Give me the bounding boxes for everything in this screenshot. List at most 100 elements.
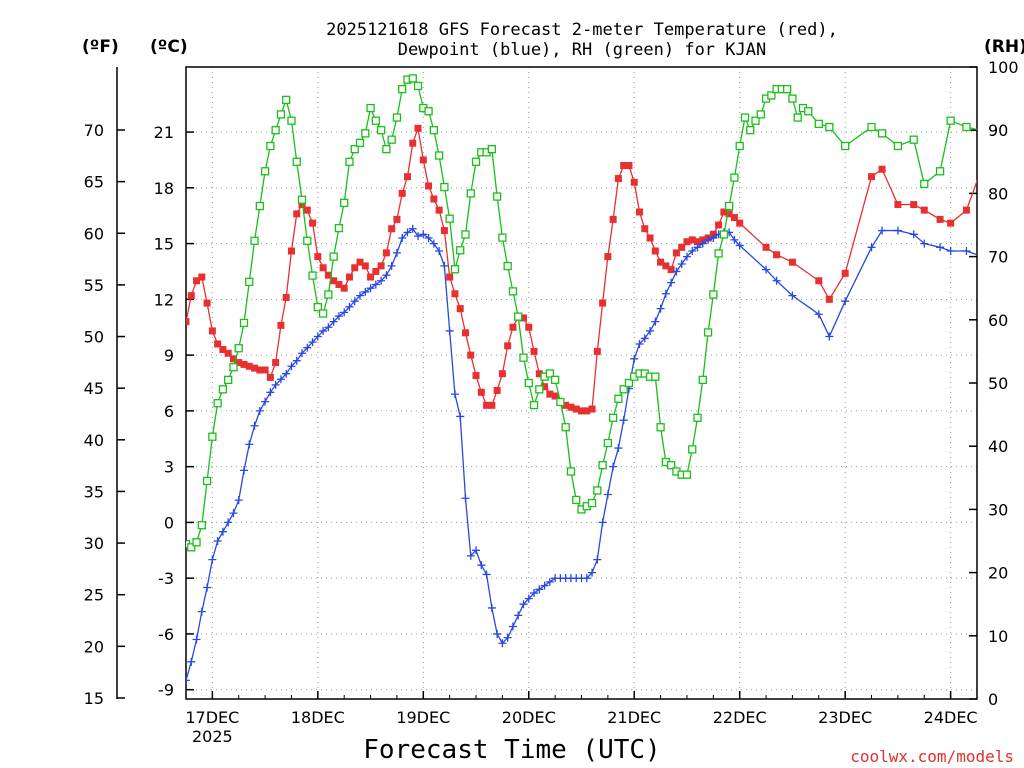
dewpoint-point: [814, 310, 823, 319]
rh-point: [361, 129, 370, 138]
temperature-point: [324, 271, 332, 279]
temperature-point: [525, 323, 533, 331]
temperature-point: [788, 258, 796, 266]
temperature-point: [446, 273, 454, 281]
dewpoint-point: [519, 600, 528, 609]
dewpoint-point: [245, 440, 254, 449]
temperature-point: [309, 219, 317, 227]
fahrenheit-tick-label: 60: [84, 224, 104, 243]
dewpoint-point: [588, 568, 597, 577]
dewpoint-point: [398, 234, 407, 243]
temperature-point: [678, 243, 686, 251]
rh-point: [461, 230, 470, 239]
rh-point: [429, 126, 438, 135]
rh-point: [308, 271, 317, 280]
dewpoint-point: [656, 304, 665, 313]
rh-point: [387, 135, 396, 144]
temperature-point: [272, 359, 280, 367]
temperature-point: [393, 215, 401, 223]
rh-tick-label: 80: [988, 184, 1008, 203]
dewpoint-point: [224, 518, 233, 527]
rh-point: [788, 94, 797, 103]
rh-point: [255, 201, 264, 211]
rh-point: [392, 113, 402, 122]
temperature-point: [630, 178, 638, 186]
temperature-point: [208, 327, 216, 335]
grid-lines: [186, 67, 977, 699]
x-tick-label: 18DEC: [291, 708, 345, 727]
dewpoint-point: [667, 278, 676, 287]
temperature-point: [361, 262, 369, 270]
rh-point: [334, 224, 344, 233]
dewpoint-point: [213, 537, 222, 545]
rh-point: [867, 122, 876, 132]
fahrenheit-tick-label: 35: [84, 482, 104, 501]
temperature-point: [367, 273, 375, 281]
rh-point: [535, 385, 544, 394]
rh-point: [619, 385, 628, 394]
rh-point: [746, 126, 755, 135]
dewpoint-point: [298, 349, 307, 358]
temperature-point: [472, 372, 480, 380]
temperature-point: [609, 215, 617, 223]
rh-point: [893, 141, 903, 151]
rh-point: [350, 145, 359, 154]
dewpoint-point: [582, 574, 591, 583]
x-tick-year: 2025: [192, 727, 233, 746]
temperature-point: [488, 401, 496, 409]
rh-point: [287, 116, 296, 125]
rh-point: [814, 119, 823, 129]
dewpoint-point: [340, 308, 349, 317]
fahrenheit-tick-label: 50: [84, 328, 104, 347]
celsius-tick-label: 9: [164, 346, 174, 365]
dewpoint-point: [772, 276, 781, 285]
rh-point: [424, 107, 433, 116]
dewpoint-point: [530, 589, 539, 598]
temperature-point: [736, 219, 744, 227]
fahrenheit-tick-label: 45: [84, 379, 104, 398]
dewpoint-point: [651, 317, 660, 326]
dewpoint-point: [440, 261, 449, 270]
chart-title-line2: Dewpoint (blue), RH (green) for KJAN: [398, 40, 766, 60]
temperature-point: [688, 236, 696, 244]
fahrenheit-tick-label: 40: [84, 431, 104, 450]
rh-tick-label: 70: [988, 248, 1008, 267]
dewpoint-point: [730, 235, 739, 244]
temperature-point: [825, 295, 833, 303]
dewpoint-point: [646, 326, 655, 335]
temperature-point: [530, 347, 538, 355]
temperature-point: [936, 215, 944, 223]
rh-point: [413, 81, 423, 91]
temperature-point: [282, 293, 290, 301]
temperature-point: [593, 347, 601, 355]
temperature-point: [720, 208, 728, 216]
rh-tick-label: 100: [988, 58, 1019, 77]
temperature-point: [519, 314, 527, 322]
rh-point: [192, 538, 201, 547]
dewpoint-point: [361, 287, 370, 296]
dewpoint-point: [709, 234, 718, 243]
fahrenheit-tick-label: 15: [84, 689, 104, 708]
rh-point: [703, 328, 713, 337]
temperature-point: [498, 370, 506, 378]
rh-point: [340, 198, 349, 208]
dewpoint-point: [308, 338, 317, 347]
dewpoint-point: [603, 490, 612, 499]
dewpoint-point: [424, 234, 433, 243]
dewpoint-point: [377, 276, 386, 285]
rh-point: [920, 179, 929, 189]
temperature-point: [636, 208, 644, 216]
rh-axis-label: (RH): [984, 37, 1024, 57]
rh-point: [825, 122, 834, 132]
dewpoint-point: [234, 496, 243, 505]
rh-point: [434, 151, 444, 160]
rh-point: [450, 265, 460, 274]
temperature-point: [330, 277, 338, 285]
rh-tick-label: 50: [988, 374, 1008, 393]
rh-point: [271, 126, 280, 135]
temperature-point: [461, 329, 469, 337]
dewpoint-point: [408, 224, 417, 233]
rh-point: [213, 399, 222, 408]
temperature-point: [229, 355, 237, 363]
rh-point: [725, 201, 734, 211]
